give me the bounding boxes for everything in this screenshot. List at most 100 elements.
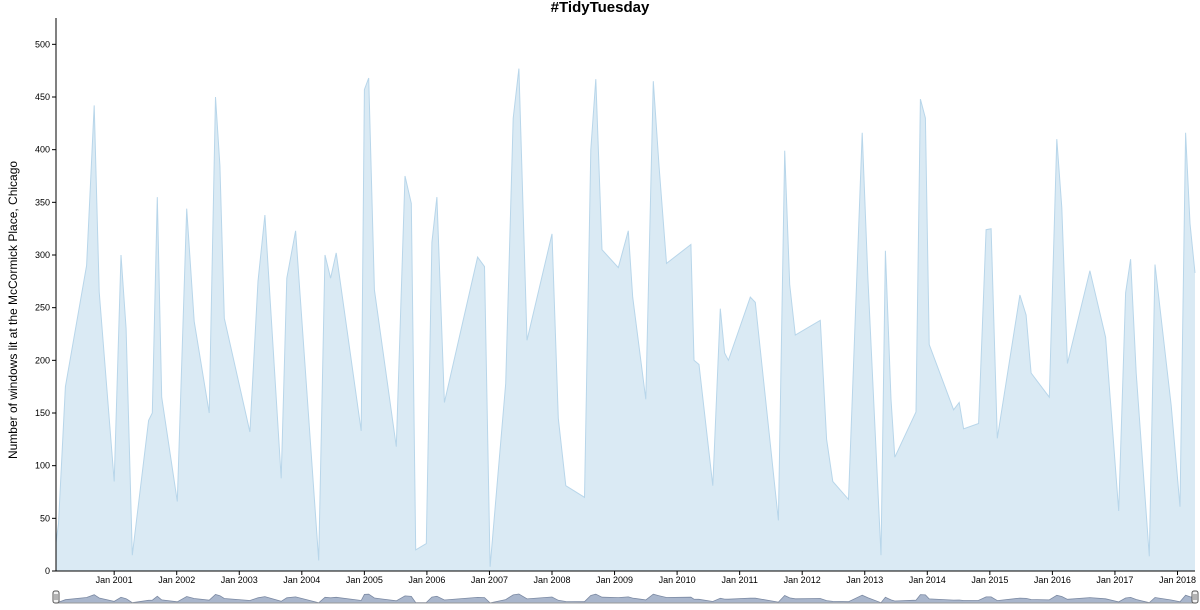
data-point[interactable] — [630, 294, 636, 300]
data-point[interactable] — [892, 454, 898, 460]
data-point[interactable] — [599, 247, 605, 253]
data-point[interactable] — [664, 260, 670, 266]
data-point[interactable] — [393, 444, 399, 450]
data-point[interactable] — [782, 148, 788, 154]
data-point[interactable] — [752, 299, 758, 305]
data-point[interactable] — [84, 263, 90, 269]
data-point[interactable] — [817, 317, 823, 323]
data-point[interactable] — [656, 163, 662, 169]
data-point[interactable] — [487, 564, 493, 570]
data-point[interactable] — [888, 396, 894, 402]
data-point[interactable] — [555, 415, 561, 421]
navigator-handle-right[interactable] — [1191, 590, 1199, 604]
data-point[interactable] — [1152, 262, 1158, 268]
data-point[interactable] — [96, 289, 102, 295]
data-point[interactable] — [111, 479, 117, 485]
data-point[interactable] — [1123, 290, 1129, 296]
data-point[interactable] — [91, 102, 97, 108]
data-point[interactable] — [1103, 334, 1109, 340]
data-point[interactable] — [830, 479, 836, 485]
data-point[interactable] — [1183, 130, 1189, 136]
data-point[interactable] — [423, 541, 429, 547]
data-point[interactable] — [159, 394, 165, 400]
data-point[interactable] — [1054, 136, 1060, 142]
data-point[interactable] — [878, 552, 884, 558]
data-point[interactable] — [434, 194, 440, 200]
data-point[interactable] — [722, 350, 728, 356]
data-point[interactable] — [482, 264, 488, 270]
data-point[interactable] — [588, 147, 594, 153]
data-point[interactable] — [961, 426, 967, 432]
data-point[interactable] — [217, 163, 223, 169]
data-point[interactable] — [1028, 370, 1034, 376]
data-point[interactable] — [643, 396, 649, 402]
data-point[interactable] — [696, 362, 702, 368]
data-point[interactable] — [994, 435, 1000, 441]
data-point[interactable] — [402, 173, 408, 179]
data-point[interactable] — [917, 96, 923, 102]
data-point[interactable] — [1064, 361, 1070, 367]
data-point[interactable] — [549, 231, 555, 237]
data-point[interactable] — [284, 275, 290, 281]
data-point[interactable] — [429, 239, 435, 245]
data-point[interactable] — [333, 250, 339, 256]
data-point[interactable] — [1187, 220, 1193, 226]
data-point[interactable] — [316, 558, 322, 564]
data-point[interactable] — [650, 78, 656, 84]
data-point[interactable] — [371, 287, 377, 293]
data-point[interactable] — [293, 228, 299, 234]
data-point[interactable] — [615, 265, 621, 271]
data-point[interactable] — [191, 318, 197, 324]
data-point[interactable] — [413, 547, 419, 553]
data-point[interactable] — [882, 248, 888, 254]
data-point[interactable] — [1059, 205, 1065, 211]
data-point[interactable] — [174, 499, 180, 505]
data-point[interactable] — [524, 337, 530, 343]
data-point[interactable] — [625, 228, 631, 234]
data-point[interactable] — [62, 384, 68, 390]
data-point[interactable] — [951, 407, 957, 413]
data-point[interactable] — [926, 342, 932, 348]
data-point[interactable] — [582, 494, 588, 500]
data-point[interactable] — [1017, 292, 1023, 298]
data-point[interactable] — [441, 400, 447, 406]
data-point[interactable] — [1168, 403, 1174, 409]
data-point[interactable] — [787, 282, 793, 288]
data-point[interactable] — [988, 226, 994, 232]
data-point[interactable] — [775, 517, 781, 523]
data-point[interactable] — [475, 254, 481, 260]
data-point[interactable] — [1133, 370, 1139, 376]
data-point[interactable] — [1046, 394, 1052, 400]
navigator-handle-left-grip[interactable] — [52, 590, 60, 604]
data-point[interactable] — [913, 409, 919, 415]
data-point[interactable] — [247, 429, 253, 435]
data-point[interactable] — [516, 66, 522, 72]
data-point[interactable] — [747, 294, 753, 300]
data-point[interactable] — [149, 410, 155, 416]
data-point[interactable] — [366, 75, 372, 81]
navigator-handle-left[interactable] — [52, 590, 60, 604]
data-point[interactable] — [361, 87, 367, 93]
data-point[interactable] — [408, 200, 414, 206]
data-point[interactable] — [983, 227, 989, 233]
data-point[interactable] — [262, 212, 268, 218]
data-point[interactable] — [865, 275, 871, 281]
data-point[interactable] — [184, 206, 190, 212]
data-point[interactable] — [1023, 312, 1029, 318]
data-point[interactable] — [1177, 504, 1183, 510]
data-point[interactable] — [146, 417, 152, 423]
data-point[interactable] — [922, 115, 928, 121]
data-point[interactable] — [154, 194, 160, 200]
data-point[interactable] — [563, 483, 569, 489]
navigator-handle-right-grip[interactable] — [1191, 590, 1199, 604]
data-point[interactable] — [824, 436, 830, 442]
data-point[interactable] — [322, 252, 328, 258]
data-point[interactable] — [129, 552, 135, 558]
data-point[interactable] — [691, 357, 697, 363]
data-point[interactable] — [510, 115, 516, 121]
data-point[interactable] — [221, 315, 227, 321]
data-point[interactable] — [1192, 270, 1198, 276]
data-point[interactable] — [328, 275, 334, 281]
data-point[interactable] — [118, 252, 124, 258]
data-point[interactable] — [593, 76, 599, 82]
